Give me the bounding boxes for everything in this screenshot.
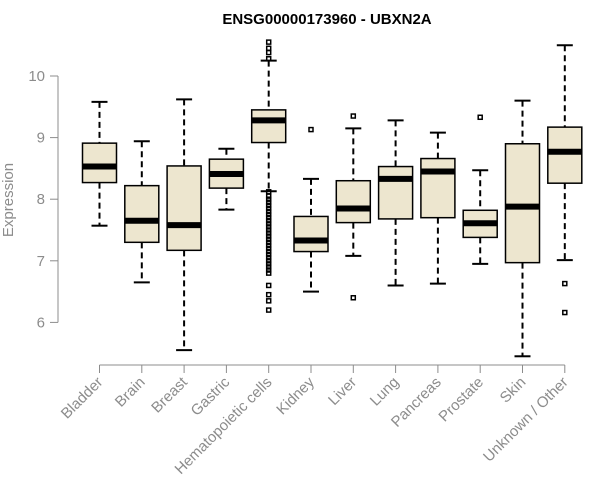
box-group	[462, 114, 498, 265]
outlier-point	[265, 270, 272, 276]
box-group	[81, 100, 118, 227]
outlier-point	[265, 211, 272, 218]
iqr-box	[166, 165, 202, 252]
x-tick-label: Prostate	[435, 374, 487, 426]
outlier-point	[265, 224, 272, 230]
outlier-point	[265, 208, 272, 215]
box-group	[124, 140, 160, 284]
outlier-point	[350, 113, 357, 119]
outlier-point	[265, 264, 272, 270]
x-tick-label: Bladder	[58, 374, 107, 423]
outlier-point	[265, 45, 272, 52]
iqr-box	[547, 126, 583, 184]
plot-area	[81, 39, 583, 358]
box-group	[293, 126, 329, 293]
y-axis: 6 7 8 9 10	[28, 68, 59, 331]
outlier-point	[562, 309, 568, 316]
outlier-point	[265, 254, 272, 261]
outlier-point	[265, 227, 272, 233]
outlier-point	[265, 282, 272, 289]
outlier-point	[265, 248, 272, 255]
outlier-point	[265, 233, 272, 239]
outlier-point	[265, 298, 272, 304]
outlier-point	[265, 236, 272, 242]
outlier-point	[265, 199, 272, 206]
y-tick-label: 8	[37, 191, 45, 208]
box-group	[208, 147, 245, 211]
x-tick-label: Liver	[325, 374, 360, 409]
outlier-point	[265, 218, 272, 224]
outlier-point	[562, 280, 568, 287]
outlier-point	[265, 221, 272, 227]
y-tick-label: 7	[37, 253, 45, 270]
x-tick-label: Kidney	[273, 373, 318, 418]
outlier-point	[265, 193, 272, 199]
iqr-box	[250, 109, 287, 144]
box-group	[335, 113, 372, 301]
x-tick-label: Lung	[367, 374, 403, 410]
outlier-point	[265, 214, 272, 221]
outlier-point	[265, 56, 272, 62]
box-group	[547, 44, 583, 316]
outlier-point	[265, 291, 272, 298]
outlier-point	[265, 245, 272, 252]
iqr-box	[504, 143, 541, 264]
outlier-point	[265, 230, 272, 236]
iqr-box	[377, 165, 414, 220]
outlier-point	[265, 267, 272, 273]
outlier-point	[265, 242, 272, 249]
outlier-point	[265, 196, 272, 202]
outlier-point	[265, 239, 272, 246]
outlier-point	[265, 251, 272, 258]
y-tick-label: 9	[37, 130, 45, 147]
outlier-point	[350, 295, 357, 301]
outlier-point	[265, 49, 272, 56]
y-axis-label: Expression	[0, 163, 17, 237]
outlier-point	[265, 258, 272, 264]
iqr-box	[335, 179, 372, 224]
outlier-point	[265, 205, 272, 212]
outlier-point	[265, 307, 272, 313]
outlier-point	[308, 126, 314, 133]
box-group	[504, 99, 541, 358]
chart-title: ENSG00000173960 - UBXN2A	[222, 11, 431, 28]
x-tick-label: Breast	[148, 373, 191, 416]
box-group	[166, 98, 202, 352]
y-tick-label: 10	[28, 68, 45, 85]
box-group	[377, 119, 414, 287]
x-tick-label: Brain	[112, 374, 149, 411]
iqr-box	[124, 184, 160, 244]
iqr-box	[420, 157, 456, 219]
outlier-point	[265, 261, 272, 267]
y-tick-label: 6	[37, 314, 45, 331]
outlier-point	[265, 39, 272, 45]
outlier-point	[265, 202, 272, 209]
x-tick-label: Skin	[497, 374, 530, 407]
iqr-box	[81, 142, 118, 184]
box-group	[250, 39, 287, 313]
box-group	[420, 131, 456, 285]
outlier-point	[477, 114, 483, 121]
iqr-box	[293, 215, 329, 253]
